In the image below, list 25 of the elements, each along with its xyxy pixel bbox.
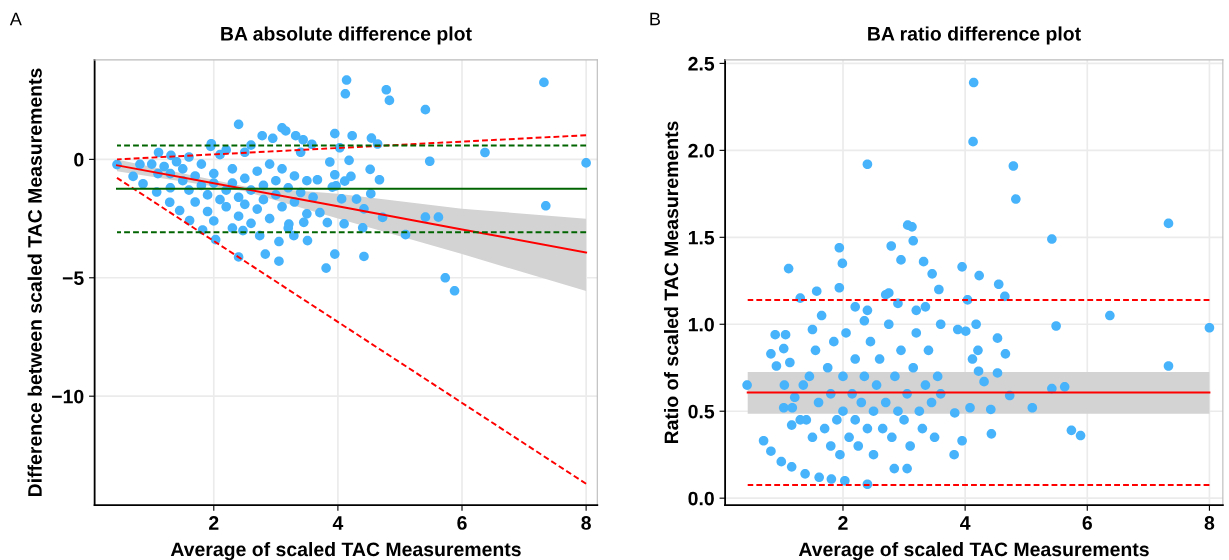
x-axis-title: Average of scaled TAC Measurements: [798, 542, 1149, 560]
y-tick-label: 0.0: [688, 491, 714, 506]
y-tick-label: 2.5: [688, 56, 715, 71]
x-tick-label: 2: [838, 516, 848, 530]
chart-title: BA ratio difference plot: [868, 26, 1081, 45]
x-axis-title: Average of scaled TAC Measurements: [170, 542, 521, 560]
x-tick-label: 2: [209, 516, 219, 530]
x-tick-label: 8: [1204, 516, 1215, 530]
y-axis-title: Difference between scaled TAC Measurements: [27, 68, 42, 497]
text: B: [650, 12, 660, 26]
y-tick-label: −10: [52, 389, 84, 404]
y-tick-label: 0.5: [688, 404, 715, 419]
y-tick-label: 2.0: [688, 143, 714, 158]
y-tick-label: 0: [74, 152, 84, 167]
x-tick-label: 4: [960, 516, 971, 530]
y-tick-label: 1.0: [688, 317, 714, 332]
chart-title: BA absolute difference plot: [221, 26, 472, 45]
x-tick-label: 4: [332, 516, 344, 530]
x-tick-label: 6: [457, 516, 467, 530]
x-tick-label: 8: [581, 516, 591, 530]
text: A: [9, 12, 22, 26]
x-tick-label: 6: [1082, 516, 1092, 530]
y-tick-label: 1.5: [688, 230, 715, 245]
y-tick-label: −5: [62, 271, 84, 286]
y-axis-title: Ratio of scaled TAC Measurements: [663, 121, 679, 444]
